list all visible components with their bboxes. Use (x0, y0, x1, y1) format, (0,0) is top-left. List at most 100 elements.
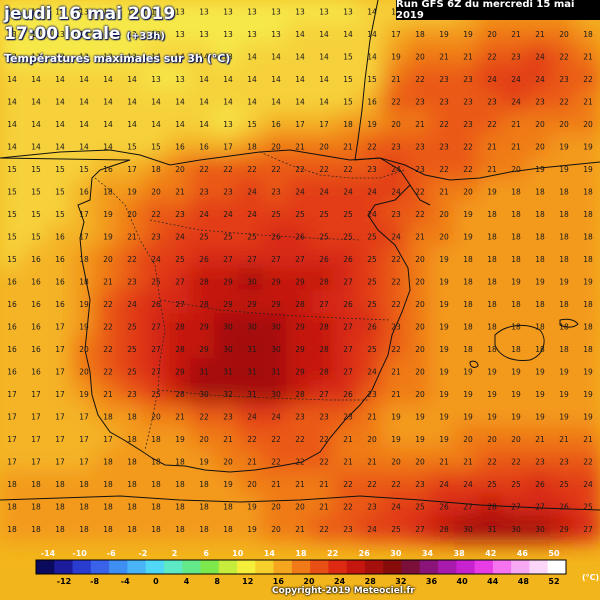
heat-cell (0, 178, 26, 205)
temperature-value: 21 (439, 52, 449, 61)
heat-cell (214, 515, 242, 542)
heat-cell (526, 88, 554, 115)
temperature-value: 29 (295, 345, 305, 354)
heat-cell (0, 133, 26, 160)
heat-cell (190, 223, 218, 250)
temperature-value: 20 (103, 255, 113, 264)
heat-cell (238, 43, 266, 70)
heat-cell (262, 133, 290, 160)
heat-cell (142, 335, 170, 362)
temperature-value: 22 (271, 165, 281, 174)
heat-cell (190, 493, 218, 520)
temperature-value: 18 (511, 345, 521, 354)
temperature-value: 25 (223, 232, 233, 241)
temperature-value: 13 (151, 75, 161, 84)
temperature-value: 25 (559, 480, 569, 489)
heat-cell (358, 335, 386, 362)
temperature-value: 22 (487, 120, 497, 129)
temperature-value: 23 (343, 412, 353, 421)
heat-cell (286, 358, 314, 385)
heat-cell (310, 515, 338, 542)
heat-cell (478, 335, 506, 362)
temperature-value: 21 (319, 480, 329, 489)
temperature-value: 18 (103, 412, 113, 421)
temperature-value: 13 (7, 52, 17, 61)
temperature-value: 22 (391, 300, 401, 309)
temperature-value: 25 (319, 232, 329, 241)
heat-cell (0, 88, 26, 115)
heat-cell (118, 290, 146, 317)
heat-cell (478, 380, 506, 407)
temperature-value: 24 (247, 412, 257, 421)
temperature-value: 19 (439, 322, 449, 331)
heat-cell (550, 133, 578, 160)
heat-cell (310, 358, 338, 385)
temperature-value: 19 (463, 390, 473, 399)
heat-cell (478, 178, 506, 205)
heat-cell (406, 448, 434, 475)
heat-cell (190, 403, 218, 430)
heat-cell (454, 515, 482, 542)
heat-cell (0, 110, 26, 137)
legend-tick-bottom: 40 (457, 577, 469, 586)
heat-cell (142, 88, 170, 115)
heat-cell (430, 65, 458, 92)
temperature-value: 18 (535, 255, 545, 264)
temperature-value: 18 (487, 300, 497, 309)
temperature-value: 22 (511, 457, 521, 466)
temperature-value: 18 (199, 525, 209, 534)
heat-cell (94, 515, 122, 542)
temperature-value: 21 (487, 165, 497, 174)
temperature-value: 14 (31, 97, 41, 106)
temperature-value: 18 (79, 502, 89, 511)
heat-cell (22, 223, 50, 250)
temperature-value: 13 (295, 7, 305, 16)
heat-cell (46, 268, 74, 295)
heat-cell (94, 223, 122, 250)
heat-cell (46, 223, 74, 250)
temperature-value: 14 (103, 120, 113, 129)
temperature-value: 28 (199, 300, 209, 309)
heat-cell (334, 88, 362, 115)
temperature-value: 16 (55, 277, 65, 286)
heat-cell (22, 335, 50, 362)
heat-cell (166, 358, 194, 385)
temperature-value: 14 (199, 97, 209, 106)
heat-cell (382, 223, 410, 250)
temperature-value: 21 (415, 120, 425, 129)
heat-cell (358, 20, 386, 47)
temperature-value: 13 (271, 7, 281, 16)
temperature-value: 19 (511, 367, 521, 376)
temperature-value: 18 (175, 480, 185, 489)
temperature-value: 19 (103, 232, 113, 241)
temperature-value: 18 (487, 277, 497, 286)
heat-cell (358, 470, 386, 497)
temperature-value: 18 (343, 120, 353, 129)
heat-cell (238, 335, 266, 362)
heat-cell (142, 313, 170, 340)
temperature-value: 16 (7, 277, 17, 286)
temperature-value: 14 (223, 75, 233, 84)
temperature-value: 23 (319, 412, 329, 421)
temperature-value: 21 (439, 187, 449, 196)
temperature-value: 19 (535, 412, 545, 421)
heat-cell (190, 133, 218, 160)
temperature-value: 19 (559, 412, 569, 421)
heat-cell (94, 0, 122, 25)
temperature-value: 28 (175, 322, 185, 331)
heat-cell (430, 110, 458, 137)
temperature-value: 21 (415, 232, 425, 241)
heat-cell (46, 43, 74, 70)
temperature-value: 13 (55, 30, 65, 39)
temperature-value: 27 (343, 367, 353, 376)
heat-cell (70, 448, 98, 475)
temperature-value: 18 (463, 345, 473, 354)
legend-tick-top: 30 (390, 549, 402, 558)
temperature-value: 17 (55, 367, 65, 376)
temperature-value: 17 (7, 435, 17, 444)
heat-cell (22, 313, 50, 340)
temperature-value: 13 (79, 30, 89, 39)
temperature-value: 21 (175, 187, 185, 196)
heat-cell (550, 178, 578, 205)
heat-cell (46, 0, 74, 25)
